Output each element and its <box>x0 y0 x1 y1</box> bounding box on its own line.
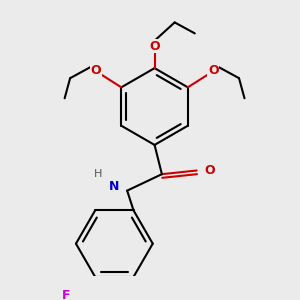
Text: O: O <box>90 64 101 77</box>
Text: H: H <box>94 169 102 179</box>
Text: O: O <box>149 40 160 53</box>
Text: N: N <box>109 181 119 194</box>
Text: F: F <box>61 289 70 300</box>
Text: O: O <box>208 64 219 77</box>
Text: O: O <box>204 164 215 177</box>
